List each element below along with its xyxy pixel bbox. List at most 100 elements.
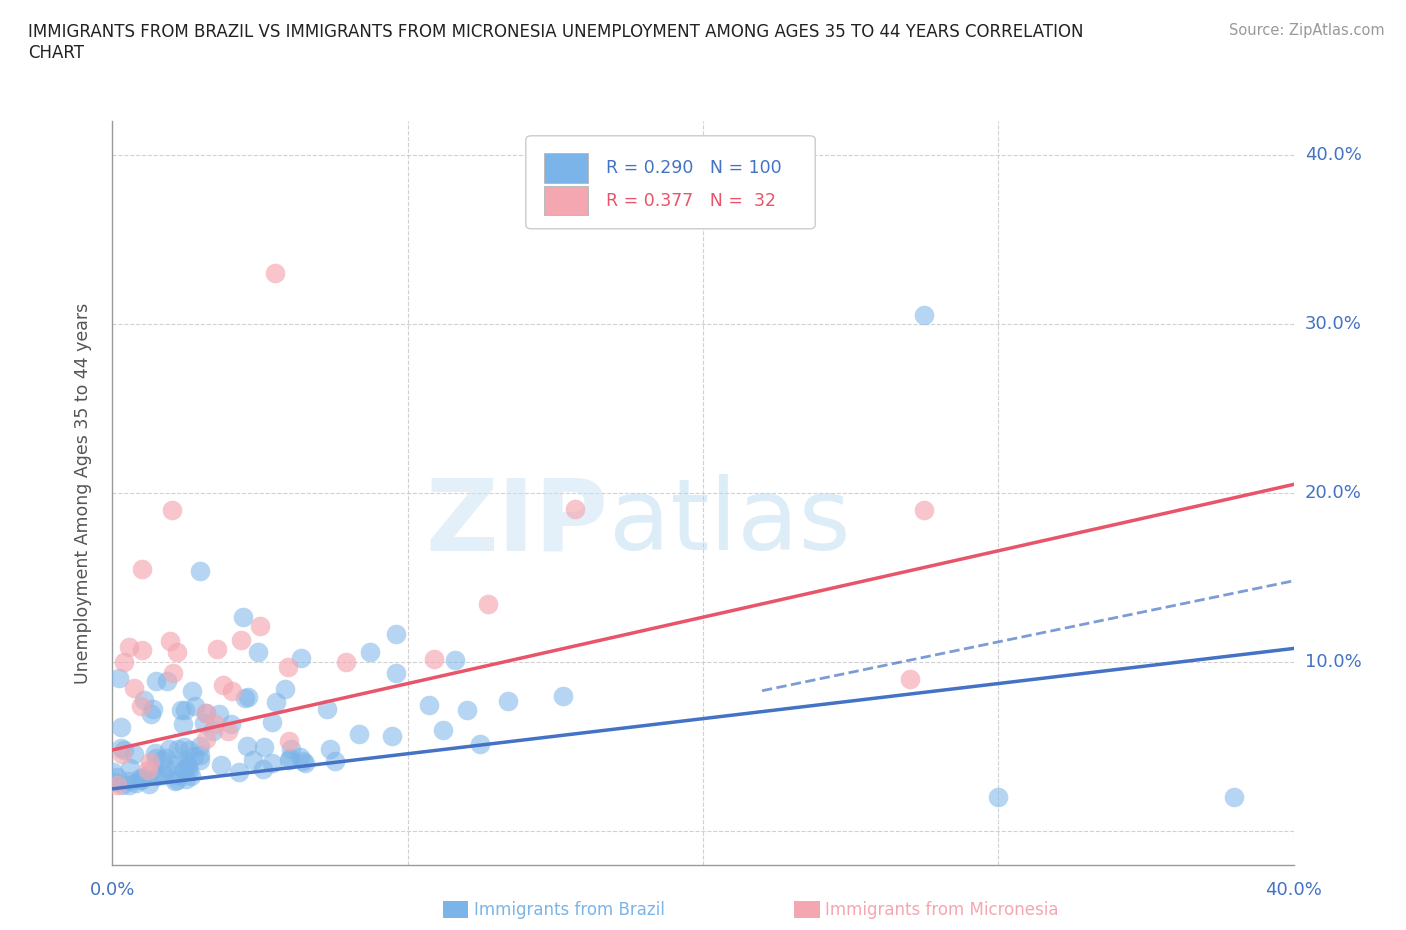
Point xyxy=(165,774,187,789)
Point xyxy=(264,266,287,281)
Point xyxy=(423,652,446,667)
Point xyxy=(159,633,181,648)
Point xyxy=(128,770,150,785)
Point xyxy=(188,738,211,753)
Point xyxy=(253,739,276,754)
Point xyxy=(193,715,215,730)
Point xyxy=(138,777,160,791)
Point xyxy=(177,743,200,758)
Point xyxy=(118,761,141,776)
Point xyxy=(160,502,183,517)
Point xyxy=(172,716,194,731)
Point xyxy=(914,502,936,517)
Point xyxy=(262,715,284,730)
Point xyxy=(194,705,217,720)
Point xyxy=(183,698,205,713)
Point xyxy=(139,707,162,722)
Point xyxy=(232,609,254,624)
Point xyxy=(181,684,204,698)
Point xyxy=(212,678,235,693)
FancyBboxPatch shape xyxy=(526,136,815,229)
Point xyxy=(204,717,226,732)
Point xyxy=(381,729,404,744)
Text: Source: ZipAtlas.com: Source: ZipAtlas.com xyxy=(1229,23,1385,38)
Point xyxy=(145,674,167,689)
Point xyxy=(385,627,408,642)
Point xyxy=(118,777,141,792)
Point xyxy=(262,755,284,770)
Y-axis label: Unemployment Among Ages 35 to 44 years: Unemployment Among Ages 35 to 44 years xyxy=(73,302,91,684)
Point xyxy=(162,666,184,681)
Point xyxy=(179,763,201,777)
Point xyxy=(143,745,166,760)
Point xyxy=(277,752,299,767)
Point xyxy=(444,653,467,668)
Text: 40.0%: 40.0% xyxy=(1265,882,1322,899)
Point xyxy=(236,739,259,754)
Point xyxy=(177,759,200,774)
Point xyxy=(564,501,586,516)
Point xyxy=(188,748,211,763)
Point xyxy=(131,562,153,577)
Text: 40.0%: 40.0% xyxy=(1305,146,1361,164)
Point xyxy=(131,643,153,658)
Point xyxy=(111,777,134,792)
Point xyxy=(108,671,131,685)
Point xyxy=(174,771,197,786)
Point xyxy=(174,703,197,718)
Point xyxy=(477,596,499,611)
Point xyxy=(432,722,454,737)
Point xyxy=(118,640,141,655)
Point xyxy=(290,750,312,764)
Point xyxy=(291,753,314,768)
Point xyxy=(418,698,440,712)
Point xyxy=(274,682,297,697)
Point xyxy=(201,723,224,737)
Point xyxy=(456,703,478,718)
Point xyxy=(101,764,124,779)
Point xyxy=(139,754,162,769)
Text: atlas: atlas xyxy=(609,474,851,571)
Point xyxy=(150,752,173,767)
Point xyxy=(553,688,575,703)
Point xyxy=(166,773,188,788)
Point xyxy=(105,770,128,785)
Point xyxy=(323,753,346,768)
Point xyxy=(122,681,145,696)
Point xyxy=(987,790,1010,804)
Text: R = 0.377   N =  32: R = 0.377 N = 32 xyxy=(606,192,776,209)
Point xyxy=(146,768,169,783)
Point xyxy=(174,752,197,767)
Point xyxy=(335,655,357,670)
Point xyxy=(173,762,195,777)
Point xyxy=(278,733,301,748)
Point xyxy=(252,762,274,777)
Point xyxy=(148,767,170,782)
Text: Immigrants from Brazil: Immigrants from Brazil xyxy=(474,900,665,919)
Point xyxy=(145,751,167,765)
Point xyxy=(280,751,302,765)
Point xyxy=(129,698,152,713)
Text: 30.0%: 30.0% xyxy=(1305,315,1361,333)
Point xyxy=(209,758,232,773)
Text: IMMIGRANTS FROM BRAZIL VS IMMIGRANTS FROM MICRONESIA UNEMPLOYMENT AMONG AGES 35 : IMMIGRANTS FROM BRAZIL VS IMMIGRANTS FRO… xyxy=(28,23,1084,62)
Point xyxy=(176,759,198,774)
Point xyxy=(280,741,302,756)
Point xyxy=(221,684,243,698)
Point xyxy=(118,774,141,789)
Point xyxy=(139,764,162,778)
Text: ZIP: ZIP xyxy=(426,474,609,571)
Point xyxy=(498,694,520,709)
Point xyxy=(277,660,299,675)
Text: Immigrants from Micronesia: Immigrants from Micronesia xyxy=(825,900,1059,919)
Point xyxy=(156,673,179,688)
Point xyxy=(231,632,253,647)
Point xyxy=(156,761,179,776)
Point xyxy=(112,742,135,757)
Text: 20.0%: 20.0% xyxy=(1305,484,1361,502)
Point xyxy=(359,644,381,659)
Point xyxy=(221,717,243,732)
Point xyxy=(111,746,134,761)
Point xyxy=(142,702,165,717)
Point xyxy=(105,777,128,792)
